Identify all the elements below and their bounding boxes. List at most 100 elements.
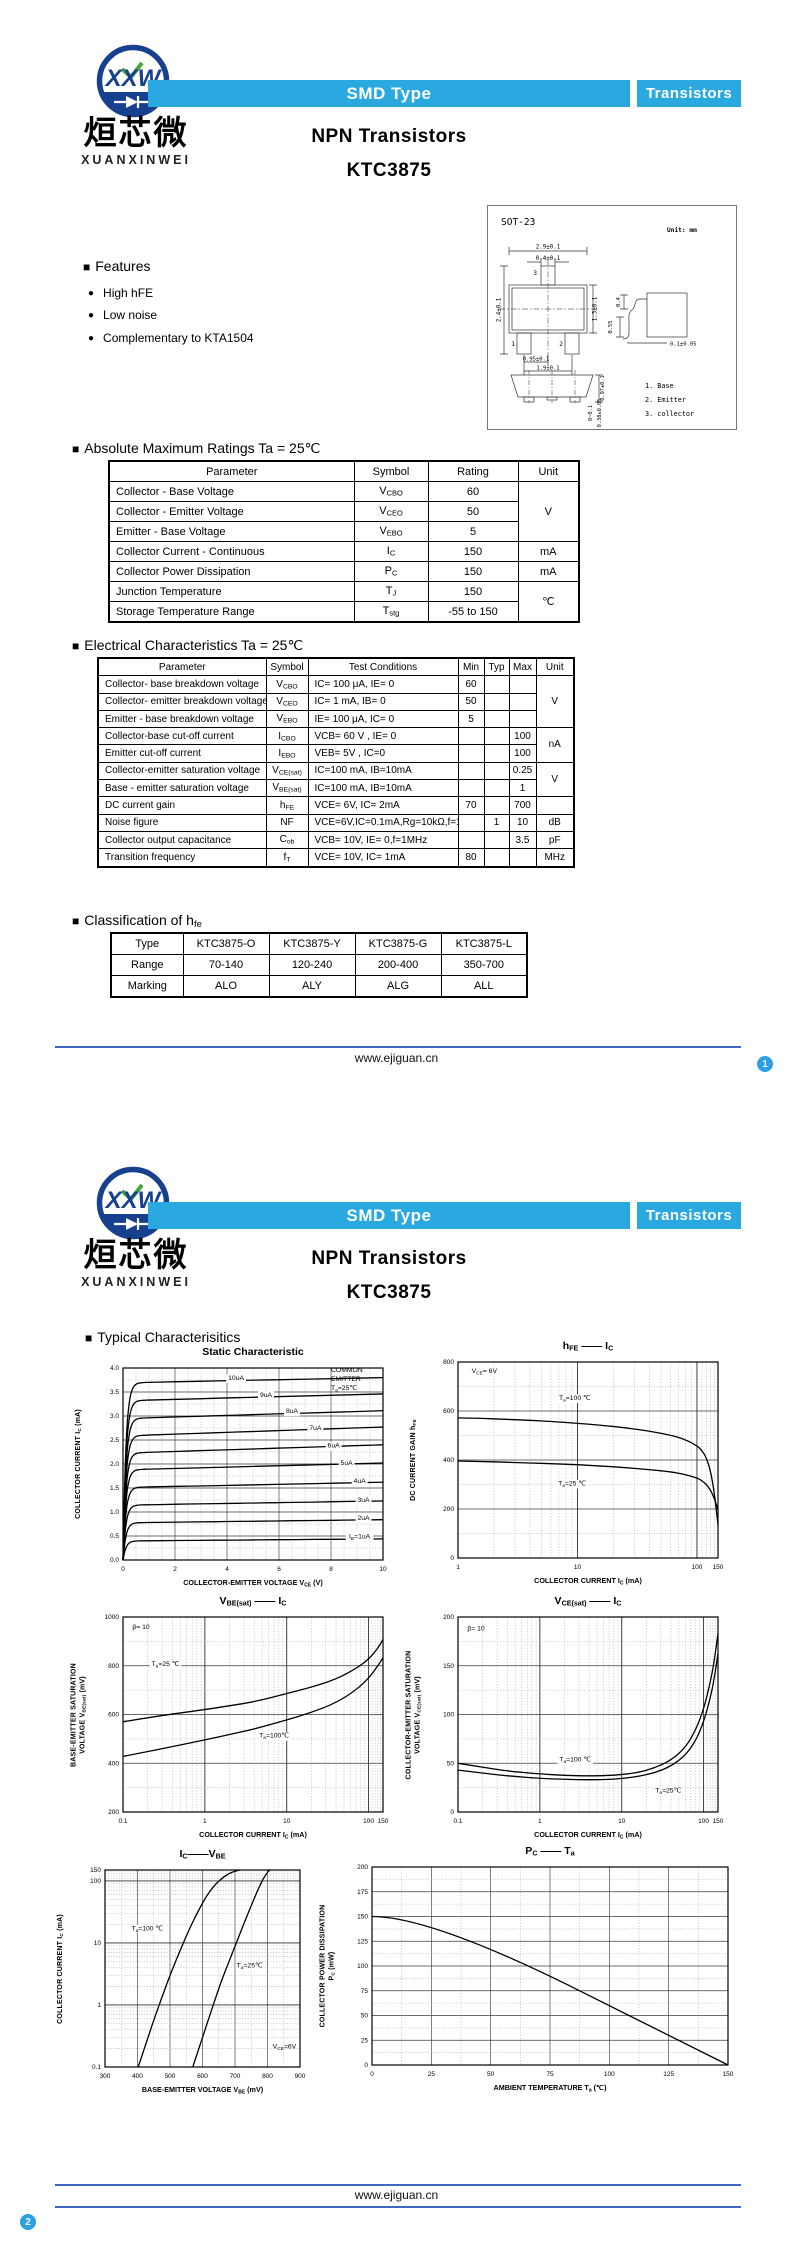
- svg-text:100: 100: [357, 1963, 368, 1970]
- svg-text:600: 600: [197, 2073, 208, 2080]
- dim-pitch2: 1.9±0.1: [536, 366, 559, 372]
- vcesat-ic-y-axis-label: COLLECTOR-EMITTER SATURATION VOLTAGE VCE(…: [405, 1650, 423, 1779]
- svg-text:400: 400: [443, 1457, 454, 1464]
- cell-cond: VCB= 60 V , IE= 0: [307, 727, 459, 746]
- svg-text:Ta=100 ℃: Ta=100 ℃: [559, 1756, 591, 1765]
- svg-text:β= 10: β= 10: [132, 1624, 150, 1631]
- cell-param: Base - emitter saturation voltage: [97, 779, 267, 798]
- svg-text:EMITTER: EMITTER: [331, 1376, 361, 1383]
- cell-symbol: IEBO: [265, 744, 309, 763]
- svg-text:2: 2: [173, 1566, 177, 1573]
- cell-rating: 5: [427, 521, 519, 542]
- svg-text:Ta=25 ℃: Ta=25 ℃: [558, 1481, 586, 1490]
- bullet-icon: ●: [88, 333, 95, 344]
- dim-thickness: 0.38±0.05: [597, 399, 603, 428]
- svg-text:900: 900: [295, 2073, 306, 2080]
- svg-text:8: 8: [329, 1566, 333, 1573]
- svg-text:1000: 1000: [105, 1614, 120, 1621]
- svg-text:300: 300: [100, 2073, 111, 2080]
- footer-url[interactable]: www.ejiguan.cn: [354, 1051, 439, 1065]
- section-square-icon: ■: [72, 442, 80, 456]
- svg-text:4uA: 4uA: [354, 1478, 367, 1485]
- cell-unit: mA: [517, 561, 580, 582]
- cell-max: 700: [508, 796, 537, 815]
- pc-ta-plot: 0 25 50 75 100 125 150 0 25 50 75 100 125 150 175 200 AM…: [357, 1864, 734, 2094]
- vcesat-ic-plot: 0.1 1 10 100 150 0 50 100 150 200 COLLECTOR CURREN…: [443, 1614, 724, 1840]
- cell-typ: [483, 744, 510, 763]
- cell-cond: VCE=6V,IC=0.1mA,Rg=10kΩ,f=1KHZ: [307, 813, 459, 832]
- table-row: Marking ALO ALY ALG ALL: [110, 975, 528, 998]
- svg-text:1: 1: [97, 2002, 101, 2009]
- cell-unit: dB: [535, 813, 575, 832]
- cell: ALG: [354, 975, 442, 998]
- absolute-maximum-ratings-table: Parameter Symbol Rating Unit Collector - Ba…: [108, 460, 580, 623]
- cell-min: [457, 727, 485, 746]
- page-number-badge: 1: [757, 1056, 773, 1072]
- cell-param: Noise figure: [97, 813, 267, 832]
- pin-legend-emitter: 2. Emitter: [645, 396, 686, 404]
- svg-text:10uA: 10uA: [228, 1375, 244, 1382]
- svg-text:50: 50: [487, 2071, 495, 2078]
- static-characteristic-plot: 0 2 4 6 8 10 0.0 0.5 1.0 1.5 2.0 2.5 3.0 3.5 4.0 COLLEC…: [110, 1365, 387, 1588]
- col-header: Unit: [517, 460, 580, 482]
- cell-param: Collector-emitter saturation voltage: [97, 761, 267, 781]
- brand-name-en: XUANXINWEI: [81, 1275, 191, 1289]
- cell-max: 10: [508, 813, 537, 832]
- svg-text:10: 10: [94, 1940, 102, 1947]
- svg-text:700: 700: [230, 2073, 241, 2080]
- cell-typ: [483, 848, 510, 868]
- cell-unit: V: [535, 675, 575, 729]
- package-side-view: [616, 292, 688, 344]
- svg-text:β= 10: β= 10: [467, 1626, 485, 1633]
- brand-name-cn: 烜芯微: [83, 1236, 189, 1273]
- svg-text:1.0: 1.0: [110, 1509, 119, 1516]
- svg-text:6uA: 6uA: [328, 1443, 341, 1450]
- cell-symbol: hFE: [265, 796, 309, 815]
- abs-max-heading: ■ Absolute Maximum Ratings Ta = 25℃: [72, 440, 320, 457]
- dim-foot: 0.55: [608, 320, 614, 333]
- svg-text:7uA: 7uA: [309, 1425, 322, 1432]
- table-row: Collector-emitter saturation voltage VCE(…: [97, 761, 575, 798]
- svg-text:1: 1: [456, 1564, 460, 1571]
- cell-symbol: VEBO: [265, 709, 309, 729]
- cell-param: Transition frequency: [97, 848, 267, 868]
- svg-text:150: 150: [713, 1818, 724, 1825]
- cell-cond: IC= 1 mA, IB= 0: [307, 692, 459, 711]
- cell-cond: IC=100 mA, IB=10mA: [307, 761, 459, 781]
- typical-characteristics-heading: ■ Typical Characterisitics: [85, 1329, 240, 1345]
- elec-heading: ■ Electrical Characteristics Ta = 25℃: [72, 637, 303, 654]
- cell-unit: MHz: [535, 848, 575, 868]
- svg-text:AMBIENT TEMPERATURE Ta (℃: AMBIENT TEMPERATURE Ta (℃): [494, 2083, 608, 2094]
- cell-symbol: Cob: [265, 830, 309, 850]
- section-square-icon: ■: [72, 914, 80, 928]
- dim-gap: 0~0.1: [588, 405, 594, 421]
- footer-url[interactable]: www.ejiguan.cn: [354, 2188, 439, 2202]
- svg-text:200: 200: [443, 1614, 454, 1621]
- col-header: Test Conditions: [307, 657, 459, 677]
- cell-min: [457, 744, 485, 763]
- cell-param: Storage Temperature Range: [108, 601, 355, 623]
- cell-unit: mA: [517, 541, 580, 562]
- cell-cond: VCE= 6V, IC= 2mA: [307, 796, 459, 815]
- feature-item: ● High hFE: [88, 286, 153, 300]
- cell-typ: 1: [483, 813, 510, 832]
- dim-body: 1.3±0.1: [593, 296, 599, 321]
- header-bar-smd-type: SMD Type: [148, 1202, 630, 1229]
- brand-name-en: XUANXINWEI: [81, 153, 191, 167]
- pin2-label: 2: [559, 341, 563, 348]
- col-header: Parameter: [97, 657, 267, 677]
- svg-text:0: 0: [450, 1555, 454, 1562]
- cell-param: Collector Power Dissipation: [108, 561, 355, 582]
- table-row: Collector Power Dissipation PC 150 mA: [108, 561, 580, 582]
- cell: 120-240: [268, 954, 356, 976]
- cell: KTC3875-Y: [268, 932, 356, 955]
- svg-text:0.1: 0.1: [92, 2064, 101, 2071]
- package-unit: Unit: mm: [667, 226, 697, 234]
- cell-symbol: VEBO: [353, 521, 429, 542]
- svg-text:100: 100: [90, 1878, 101, 1885]
- cell-param: Collector - Emitter Voltage: [108, 501, 355, 522]
- package-top-view: [499, 247, 599, 375]
- cell-rating: 150: [427, 561, 519, 582]
- dim-standoff: 0.1±0.05: [670, 342, 697, 348]
- table-row: Emitter - base breakdown voltage VEBO IE= …: [97, 709, 574, 729]
